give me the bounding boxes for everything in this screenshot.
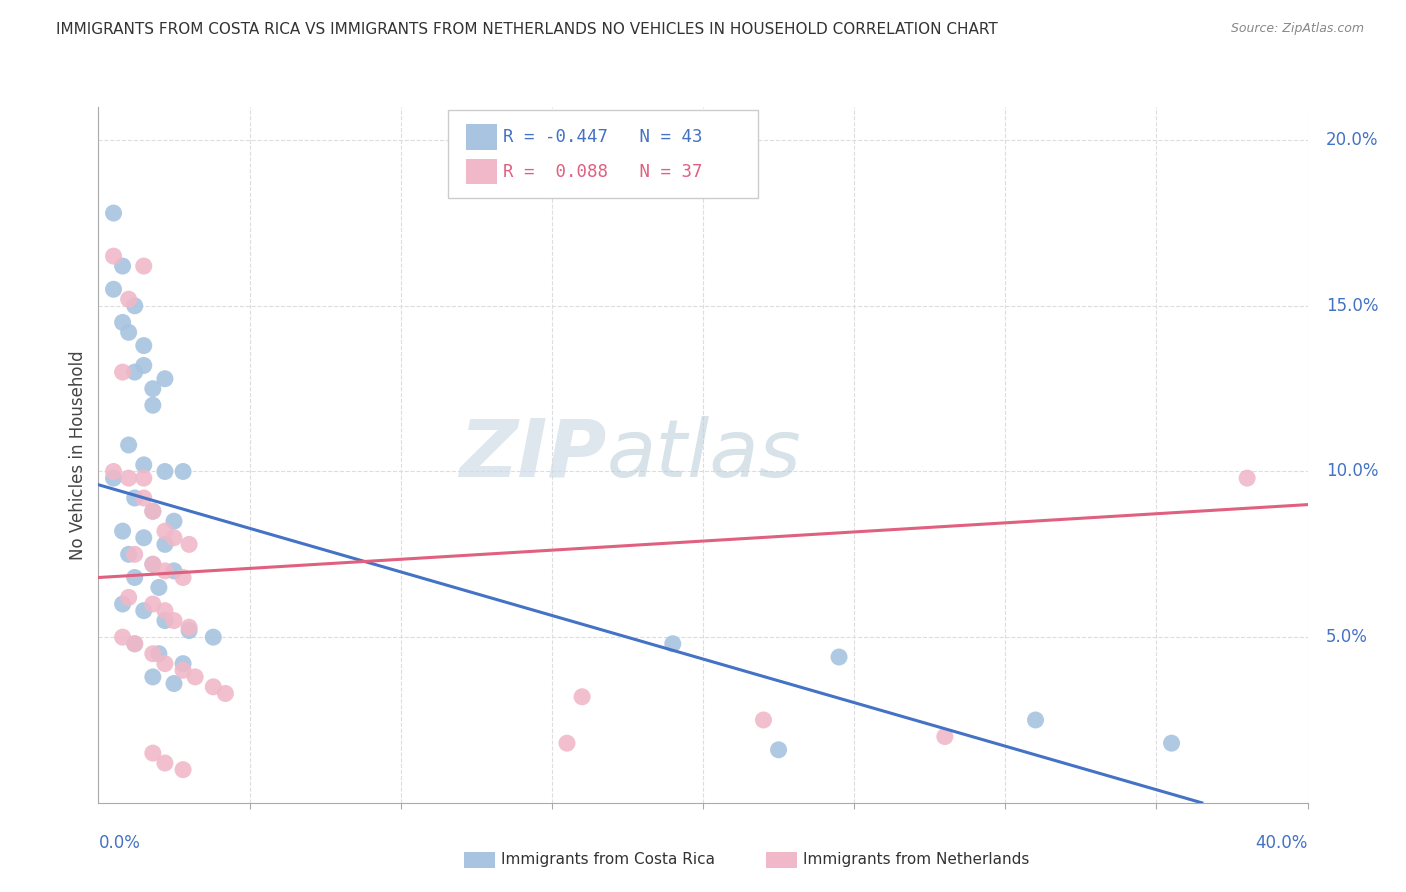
Text: Immigrants from Netherlands: Immigrants from Netherlands xyxy=(803,853,1029,867)
Text: 15.0%: 15.0% xyxy=(1326,297,1378,315)
Text: 10.0%: 10.0% xyxy=(1326,462,1378,481)
Point xyxy=(153,524,176,538)
Point xyxy=(142,558,165,572)
Text: Immigrants from Costa Rica: Immigrants from Costa Rica xyxy=(501,853,714,867)
Point xyxy=(153,465,176,479)
Point xyxy=(132,531,155,545)
Point xyxy=(172,663,194,677)
Point xyxy=(148,581,170,595)
Point xyxy=(103,249,125,263)
Point xyxy=(142,558,165,572)
Point xyxy=(148,647,170,661)
Point xyxy=(124,570,146,584)
Point xyxy=(177,620,201,634)
Point xyxy=(132,491,155,505)
Point xyxy=(153,537,176,551)
Text: 5.0%: 5.0% xyxy=(1326,628,1368,646)
Point xyxy=(103,206,125,220)
Point xyxy=(571,690,593,704)
Point xyxy=(118,547,141,561)
Point xyxy=(111,597,134,611)
Point xyxy=(142,504,165,518)
Point xyxy=(124,637,146,651)
Point xyxy=(172,657,194,671)
Point xyxy=(768,743,790,757)
Point xyxy=(163,614,186,628)
Point xyxy=(142,398,165,412)
Point xyxy=(184,670,207,684)
Point xyxy=(142,647,165,661)
Text: Source: ZipAtlas.com: Source: ZipAtlas.com xyxy=(1230,22,1364,36)
Text: R =  0.088   N = 37: R = 0.088 N = 37 xyxy=(503,162,703,180)
Point xyxy=(163,676,186,690)
Point xyxy=(132,338,155,352)
Point xyxy=(172,570,194,584)
Point xyxy=(142,670,165,684)
Text: atlas: atlas xyxy=(606,416,801,494)
Point xyxy=(177,624,201,638)
Point xyxy=(124,637,146,651)
Point xyxy=(118,438,141,452)
Point xyxy=(153,564,176,578)
Point xyxy=(111,259,134,273)
Point xyxy=(214,686,236,700)
Point xyxy=(132,458,155,472)
Point xyxy=(132,471,155,485)
Point xyxy=(111,315,134,329)
Point xyxy=(1236,471,1258,485)
Point xyxy=(103,465,125,479)
Point xyxy=(163,514,186,528)
Text: R = -0.447   N = 43: R = -0.447 N = 43 xyxy=(503,128,703,146)
Point xyxy=(153,657,176,671)
Point xyxy=(752,713,775,727)
Point xyxy=(202,680,225,694)
Point xyxy=(142,597,165,611)
Point xyxy=(142,504,165,518)
Text: 20.0%: 20.0% xyxy=(1326,131,1378,149)
Point xyxy=(111,524,134,538)
Y-axis label: No Vehicles in Household: No Vehicles in Household xyxy=(69,350,87,560)
Point xyxy=(202,630,225,644)
Point xyxy=(118,326,141,340)
Point xyxy=(934,730,956,744)
Point xyxy=(142,382,165,396)
Point xyxy=(124,299,146,313)
Point xyxy=(555,736,578,750)
Point xyxy=(124,547,146,561)
Point xyxy=(111,365,134,379)
Point xyxy=(103,282,125,296)
Point xyxy=(177,537,201,551)
Point xyxy=(153,604,176,618)
Text: 0.0%: 0.0% xyxy=(98,834,141,852)
Point xyxy=(163,531,186,545)
Point xyxy=(1024,713,1046,727)
Point xyxy=(124,365,146,379)
Point xyxy=(172,465,194,479)
Point xyxy=(153,372,176,386)
Text: 40.0%: 40.0% xyxy=(1256,834,1308,852)
Point xyxy=(153,756,176,770)
Point xyxy=(132,259,155,273)
Point xyxy=(153,614,176,628)
Text: IMMIGRANTS FROM COSTA RICA VS IMMIGRANTS FROM NETHERLANDS NO VEHICLES IN HOUSEHO: IMMIGRANTS FROM COSTA RICA VS IMMIGRANTS… xyxy=(56,22,998,37)
Point xyxy=(1160,736,1182,750)
Point xyxy=(118,471,141,485)
Text: ZIP: ZIP xyxy=(458,416,606,494)
Point xyxy=(118,591,141,605)
Point xyxy=(828,650,851,665)
Point xyxy=(103,471,125,485)
Point xyxy=(124,491,146,505)
Point xyxy=(661,637,683,651)
Point xyxy=(172,763,194,777)
Point xyxy=(111,630,134,644)
Point xyxy=(163,564,186,578)
Point xyxy=(142,746,165,760)
Point xyxy=(132,359,155,373)
Point xyxy=(132,604,155,618)
Point xyxy=(118,292,141,306)
